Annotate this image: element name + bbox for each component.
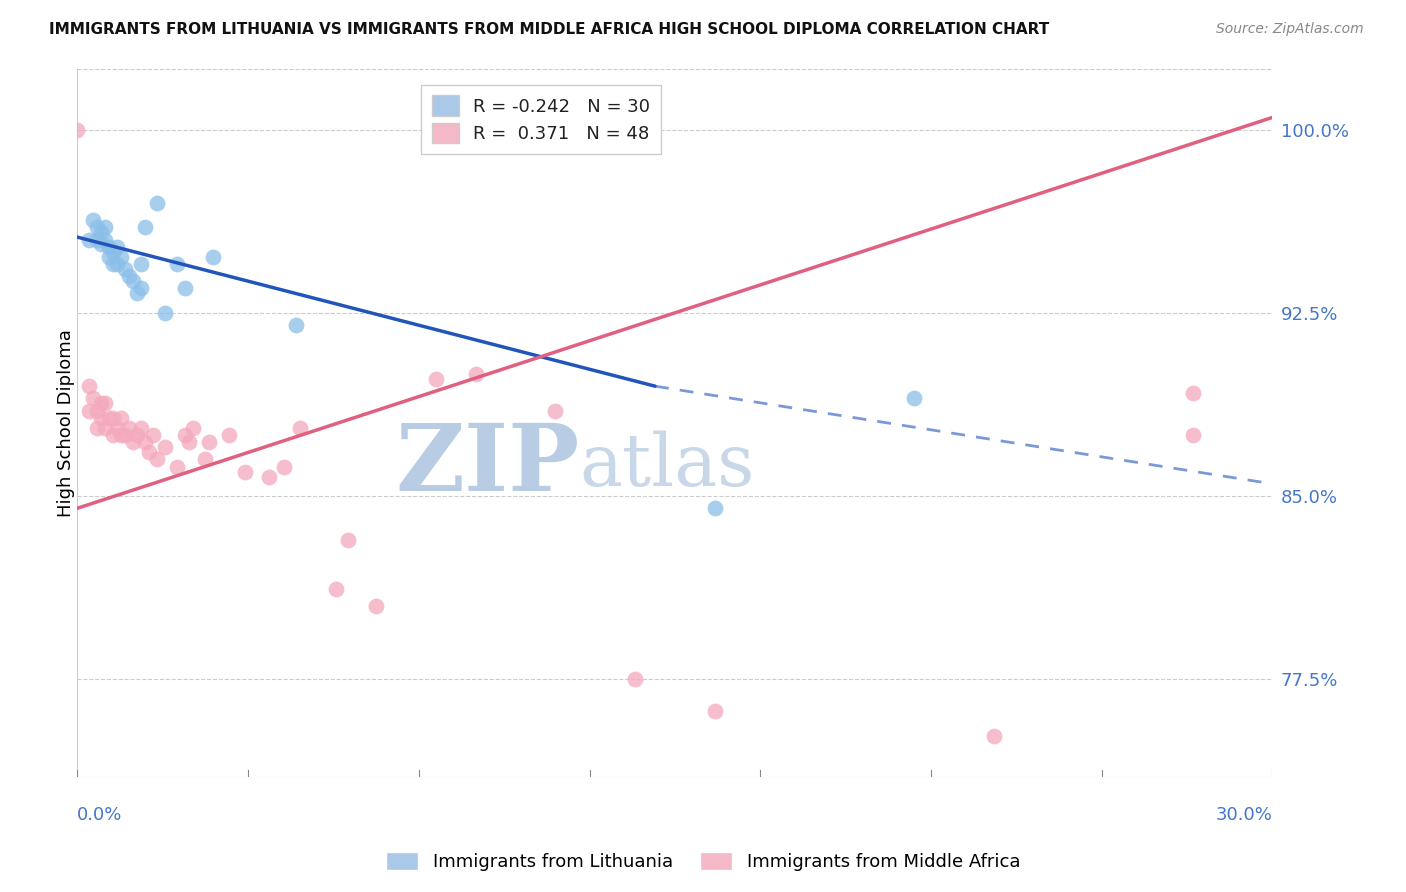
Point [1181, 428, 1204, 442]
Point [98, 240, 121, 254]
Point [153, 440, 176, 454]
Point [364, 599, 387, 613]
Point [134, 220, 156, 235]
Point [197, 435, 219, 450]
Point [82, 392, 104, 406]
Point [703, 704, 725, 718]
Point [257, 469, 280, 483]
Point [98, 411, 121, 425]
Point [134, 435, 156, 450]
Point [94, 396, 117, 410]
Point [101, 411, 124, 425]
Point [337, 533, 360, 547]
Point [142, 428, 165, 442]
Point [325, 582, 347, 596]
Point [125, 286, 148, 301]
Point [1181, 386, 1204, 401]
Point [98, 250, 121, 264]
Point [105, 420, 128, 434]
Point [129, 257, 152, 271]
Point [181, 420, 204, 434]
Point [114, 261, 136, 276]
Point [94, 420, 117, 434]
Point [122, 274, 145, 288]
Text: ZIP: ZIP [395, 420, 579, 510]
Point [146, 195, 169, 210]
Point [86, 403, 108, 417]
Point [624, 673, 647, 687]
Point [114, 428, 136, 442]
Text: IMMIGRANTS FROM LITHUANIA VS IMMIGRANTS FROM MIDDLE AFRICA HIGH SCHOOL DIPLOMA C: IMMIGRANTS FROM LITHUANIA VS IMMIGRANTS … [49, 22, 1049, 37]
Text: Source: ZipAtlas.com: Source: ZipAtlas.com [1216, 22, 1364, 37]
Point [86, 233, 108, 247]
Point [544, 403, 567, 417]
Text: 30.0%: 30.0% [1216, 806, 1272, 824]
Point [194, 452, 217, 467]
Point [94, 233, 117, 247]
Point [166, 257, 188, 271]
Point [110, 411, 132, 425]
Point [983, 729, 1005, 743]
Point [218, 428, 240, 442]
Point [90, 225, 112, 239]
Point [122, 435, 145, 450]
Point [703, 501, 725, 516]
Point [173, 281, 195, 295]
Point [138, 445, 160, 459]
Point [86, 420, 108, 434]
Point [82, 213, 104, 227]
Point [105, 240, 128, 254]
Point [166, 459, 188, 474]
Point [201, 250, 224, 264]
Y-axis label: High School Diploma: High School Diploma [58, 329, 75, 516]
Point [177, 435, 200, 450]
Point [66, 122, 89, 136]
Point [77, 403, 100, 417]
Point [94, 220, 117, 235]
Point [77, 233, 100, 247]
Point [77, 379, 100, 393]
Point [153, 306, 176, 320]
Point [173, 428, 195, 442]
Point [425, 372, 447, 386]
Point [105, 257, 128, 271]
Point [90, 411, 112, 425]
Text: atlas: atlas [579, 430, 755, 500]
Legend: Immigrants from Lithuania, Immigrants from Middle Africa: Immigrants from Lithuania, Immigrants fr… [378, 845, 1028, 879]
Point [90, 237, 112, 252]
Point [110, 428, 132, 442]
Point [273, 459, 295, 474]
Point [101, 428, 124, 442]
Point [129, 420, 152, 434]
Point [101, 244, 124, 259]
Point [146, 452, 169, 467]
Point [110, 250, 132, 264]
Point [129, 281, 152, 295]
Point [90, 396, 112, 410]
Point [903, 392, 925, 406]
Point [118, 269, 141, 284]
Point [285, 318, 308, 332]
Legend: R = -0.242   N = 30, R =  0.371   N = 48: R = -0.242 N = 30, R = 0.371 N = 48 [420, 85, 661, 154]
Point [233, 465, 256, 479]
Point [464, 367, 486, 381]
Point [118, 420, 141, 434]
Point [86, 220, 108, 235]
Point [290, 420, 312, 434]
Point [101, 257, 124, 271]
Text: 0.0%: 0.0% [77, 806, 122, 824]
Point [125, 428, 148, 442]
